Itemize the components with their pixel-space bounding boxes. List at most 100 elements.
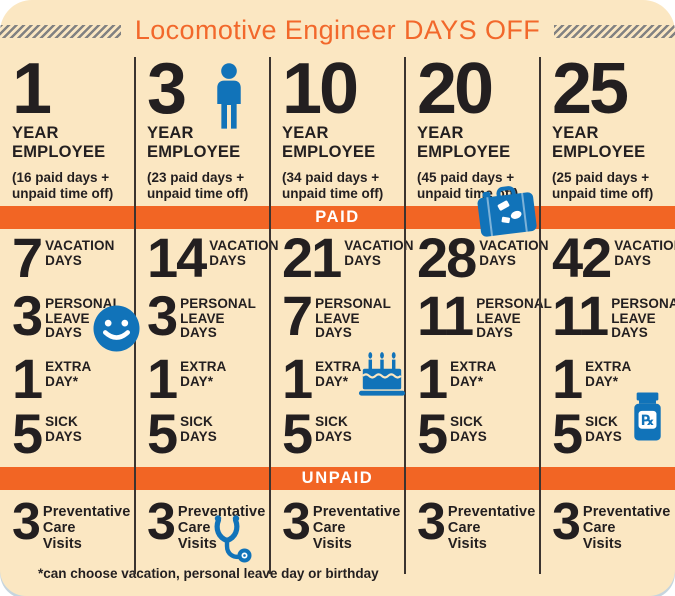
stat-number: 1 — [282, 347, 313, 410]
stat-label: VACATION DAYS — [344, 238, 414, 268]
summary-line: (34 paid days + — [282, 169, 380, 185]
preventative-care-stat: 3 Preventative Care Visits — [405, 491, 540, 566]
column-header-25-year: 25 YEAR EMPLOYEE (25 paid days + unpaid … — [540, 49, 675, 206]
stat-label: PERSONAL LEAVE DAYS — [45, 296, 121, 341]
stat-number: 11 — [552, 284, 609, 347]
stat-label: PERSONAL LEAVE DAYS — [611, 296, 675, 341]
year-label-line: EMPLOYEE — [12, 142, 106, 161]
year-label-line: EMPLOYEE — [552, 142, 646, 161]
column-header-20-year: 20 YEAR EMPLOYEE (45 paid days + unpaid … — [405, 49, 540, 206]
stat-number: 5 — [417, 402, 448, 465]
year-label-line: EMPLOYEE — [417, 142, 511, 161]
column-divider — [404, 57, 406, 574]
preventative-care-stat: 3 Preventative Care Visits — [0, 491, 135, 566]
stat-number: 3 — [147, 284, 178, 347]
summary-line: unpaid time off) — [147, 186, 249, 202]
stat-number: 3 — [552, 493, 581, 551]
stat-label: SICK DAYS — [450, 414, 487, 444]
year-employee-label: YEAR EMPLOYEE — [552, 124, 675, 161]
years-number: 20 — [417, 49, 494, 129]
sick-days-stat: 5 SICK DAYS — [405, 402, 540, 467]
birthday-cake-icon — [358, 352, 406, 396]
vacation-days-stat: 21 VACATION DAYS — [270, 226, 413, 289]
summary-line: (25 paid days + — [552, 169, 650, 185]
column-header-10-year: 10 YEAR EMPLOYEE (34 paid days + unpaid … — [270, 53, 405, 206]
stat-number: 3 — [417, 493, 446, 551]
summary-line: unpaid time off) — [552, 186, 654, 202]
summary-line: (23 paid days + — [147, 169, 245, 185]
stat-label: EXTRA DAY* — [315, 359, 362, 389]
employee-headers-row: 1 YEAR EMPLOYEE (16 paid days + unpaid t… — [0, 49, 675, 206]
stat-label: EXTRA DAY* — [180, 359, 227, 389]
stat-label: EXTRA DAY* — [45, 359, 92, 389]
stat-label: Preventative Care Visits — [42, 504, 131, 552]
stat-number: 7 — [282, 284, 313, 347]
preventative-care-stat: 3 Preventative Care Visits — [270, 491, 405, 566]
summary-line: unpaid time off) — [12, 186, 114, 202]
stat-number: 3 — [12, 284, 43, 347]
extra-day-stat: 1 EXTRA DAY* — [135, 351, 270, 408]
stat-number: 42 — [552, 226, 612, 289]
stat-label: VACATION DAYS — [614, 238, 675, 268]
stat-number: 3 — [282, 493, 311, 551]
stat-label: PERSONAL LEAVE DAYS — [315, 296, 391, 341]
year-employee-label: YEAR EMPLOYEE — [282, 124, 405, 161]
stat-number: 5 — [282, 402, 313, 465]
year-label-line: YEAR — [147, 124, 194, 143]
vacation-days-stat: 42 VACATION DAYS — [540, 229, 675, 287]
stat-label: Preventative Care Visits — [177, 504, 266, 552]
stat-number: 5 — [12, 402, 43, 465]
stat-number: 3 — [147, 493, 176, 551]
year-label-line: YEAR — [282, 124, 329, 143]
paid-days-summary: (25 paid days + unpaid time off) — [552, 170, 672, 203]
paid-stats-column-4: 28 VACATION DAYS 11 PERSONAL LEAVE DAYS … — [405, 226, 552, 467]
extra-day-stat: 1 EXTRA DAY* — [540, 351, 675, 408]
page-title: Locomotive Engineer DAYS OFF — [134, 14, 541, 45]
vacation-days-stat: 28 VACATION DAYS — [405, 226, 548, 289]
paid-stats-column-1: 7 VACATION DAYS 3 PERSONAL LEAVE DAYS 1 … — [0, 229, 135, 467]
column-divider — [539, 57, 541, 574]
extra-day-stat: 1 EXTRA DAY* — [270, 347, 405, 410]
summary-line: (16 paid days + — [12, 169, 110, 185]
stat-number: 1 — [12, 347, 43, 410]
paid-stats-column-3: 21 VACATION DAYS 7 PERSONAL LEAVE DAYS 1… — [270, 226, 413, 467]
sick-days-stat: 5 SICK DAYS — [540, 406, 675, 467]
stat-label: EXTRA DAY* — [585, 359, 632, 389]
stat-label: Preventative Care Visits — [447, 504, 536, 552]
stat-number: 28 — [417, 226, 477, 289]
paid-stats-column-5: 42 VACATION DAYS 11 PERSONAL LEAVE DAYS … — [540, 229, 675, 467]
suitcase-icon — [477, 186, 537, 237]
year-employee-label: YEAR EMPLOYEE — [147, 124, 270, 161]
vacation-days-stat: 7 VACATION DAYS — [0, 229, 135, 287]
summary-line: unpaid time off) — [282, 186, 384, 202]
years-number: 3 — [147, 49, 187, 129]
sick-days-stat: 5 SICK DAYS — [0, 402, 135, 467]
year-label-line: EMPLOYEE — [282, 142, 376, 161]
year-label-line: EMPLOYEE — [147, 142, 241, 161]
stat-number: 7 — [12, 226, 43, 289]
summary-line: (45 paid days + — [417, 169, 515, 185]
hatch-stripes-left-icon — [0, 24, 121, 38]
column-header-3-year: 3 YEAR EMPLOYEE (23 paid days + unpaid t… — [135, 49, 270, 206]
column-header-1-year: 1 YEAR EMPLOYEE (16 paid days + unpaid t… — [0, 53, 135, 206]
preventative-care-stat: 3 Preventative Care Visits — [540, 491, 675, 566]
years-number: 25 — [552, 49, 629, 129]
stat-label: Preventative Care Visits — [582, 504, 671, 552]
unpaid-stats-grid: 3 Preventative Care Visits 3 Preventativ… — [0, 491, 675, 566]
stat-label: VACATION DAYS — [209, 238, 279, 268]
stat-number: 3 — [12, 493, 41, 551]
paid-section-band: PAID — [0, 206, 675, 229]
year-label-line: YEAR — [552, 124, 599, 143]
stat-number: 21 — [282, 226, 342, 289]
personal-leave-days-stat: 7 PERSONAL LEAVE DAYS — [270, 287, 405, 353]
extra-day-stat: 1 EXTRA DAY* — [405, 351, 540, 408]
extra-day-stat: 1 EXTRA DAY* — [0, 347, 135, 410]
unpaid-band-label: UNPAID — [301, 469, 374, 487]
stat-number: 11 — [417, 284, 474, 347]
paid-stats-column-2: 14 VACATION DAYS 3 PERSONAL LEAVE DAYS 1… — [135, 229, 278, 467]
stat-label: SICK DAYS — [585, 414, 622, 444]
paid-days-summary: (34 paid days + unpaid time off) — [282, 170, 402, 203]
hatch-stripes-right-icon — [554, 24, 675, 38]
stat-number: 5 — [147, 402, 178, 465]
